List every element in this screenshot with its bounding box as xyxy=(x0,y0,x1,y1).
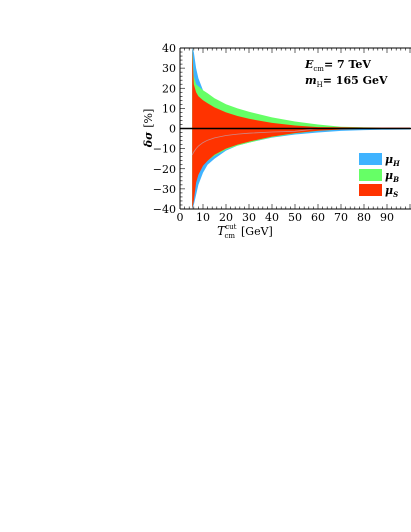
y-tick-label: 40 xyxy=(162,42,176,55)
x-tick-label: 10 xyxy=(196,211,210,224)
legend-swatch-mu-h xyxy=(359,153,382,165)
legend-swatch-mu-s xyxy=(359,184,382,196)
legend-label-mu-h: μH xyxy=(385,153,400,168)
mass-annotation: mH= 165 GeV xyxy=(305,74,388,89)
x-tick-label: 20 xyxy=(219,211,233,224)
x-tick-labels: 0 10 20 30 40 50 60 70 80 90 xyxy=(177,211,395,224)
x-tick-label: 60 xyxy=(311,211,325,224)
y-tick-label: −40 xyxy=(153,203,176,216)
x-tick-label: 30 xyxy=(242,211,256,224)
y-tick-label: −20 xyxy=(153,163,176,176)
x-tick-label: 50 xyxy=(288,211,302,224)
y-tick-labels: 40 30 20 10 0 −10 −20 −30 −40 xyxy=(153,42,176,216)
y-tick-label: −10 xyxy=(153,143,176,156)
y-axis-label: δσ[%] xyxy=(142,109,155,149)
y-tick-label: 0 xyxy=(169,123,176,136)
x-tick-label: 80 xyxy=(357,211,371,224)
y-tick-label: −30 xyxy=(153,183,176,196)
legend: μH μB μS xyxy=(359,153,400,199)
legend-label-mu-s: μS xyxy=(385,184,398,199)
axis-ticks xyxy=(179,47,411,210)
x-axis-label: Tcut cm [GeV] xyxy=(217,223,273,240)
y-tick-label: 20 xyxy=(162,82,176,95)
x-tick-label: 90 xyxy=(380,211,394,224)
y-tick-label: 30 xyxy=(162,62,176,75)
legend-label-mu-b: μB xyxy=(385,169,399,184)
x-tick-label: 0 xyxy=(177,211,184,224)
y-tick-label: 10 xyxy=(162,102,176,115)
x-tick-label: 70 xyxy=(334,211,348,224)
legend-swatch-mu-b xyxy=(359,169,382,181)
energy-annotation: Ecm= 7 TeV xyxy=(304,58,371,73)
x-tick-label: 40 xyxy=(265,211,279,224)
